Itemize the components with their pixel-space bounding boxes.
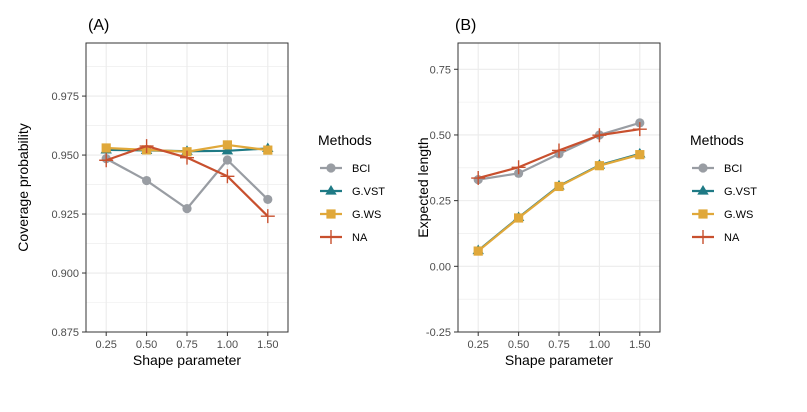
x-axis-title: Shape parameter <box>505 352 614 368</box>
legend-key-triangle <box>697 185 709 195</box>
y-tick-label: 0.975 <box>51 91 79 103</box>
x-tick-label: 0.25 <box>467 339 488 351</box>
y-tick-label: -0.25 <box>426 327 451 339</box>
data-point-square <box>473 246 483 256</box>
y-tick-label: 0.875 <box>51 327 79 339</box>
data-point-plus <box>511 160 526 175</box>
y-axis-title: Expected length <box>415 137 431 237</box>
x-tick-label: 0.75 <box>176 339 197 351</box>
legend-key-square <box>326 209 336 219</box>
y-tick-label: 0.00 <box>430 261 451 273</box>
data-point-plus <box>139 139 154 154</box>
data-point-plus <box>632 122 647 137</box>
panel-label: (A) <box>88 17 109 34</box>
panel-b: -0.25 0.00 0.25 0.50 0.75 0.25 0.50 0.75 1.00 1.5… <box>415 17 757 368</box>
legend-key-plus <box>324 230 338 244</box>
legend-key-circle <box>698 163 708 173</box>
legend-key-plus <box>696 230 710 244</box>
legend: Methods BCI G.VST G.WS NA <box>690 132 757 244</box>
data-point-square <box>101 143 111 153</box>
legend-label: NA <box>352 232 368 244</box>
data-point-circle <box>142 175 152 186</box>
data-point-square <box>263 145 273 155</box>
y-tick-label: 0.50 <box>430 130 451 142</box>
data-point-plus <box>180 150 194 165</box>
data-point-square <box>635 150 645 160</box>
y-axis-title: Coverage probability <box>15 123 31 251</box>
panel-label: (B) <box>455 17 476 34</box>
data-point-square <box>514 213 524 223</box>
x-axis-title: Shape parameter <box>133 352 242 368</box>
series-g-ws <box>473 150 645 256</box>
data-point-plus <box>471 171 486 186</box>
data-point-plus <box>99 153 114 168</box>
legend-key-triangle <box>325 185 337 195</box>
data-point-circle <box>182 204 192 214</box>
legend-label: G.WS <box>352 209 381 221</box>
x-tick-label: 1.00 <box>589 339 610 351</box>
legend: Methods BCI G.VST G.WS NA <box>318 132 385 244</box>
data-point-plus <box>552 143 566 158</box>
x-tick-label: 1.50 <box>629 339 650 351</box>
y-tick-label: 0.950 <box>51 150 79 162</box>
legend-label: G.VST <box>724 186 757 198</box>
legend-label: G.VST <box>352 186 385 198</box>
data-point-plus <box>220 169 235 184</box>
legend-title: Methods <box>690 132 744 148</box>
x-tick-label: 0.25 <box>95 339 116 351</box>
x-tick-label: 0.50 <box>136 339 157 351</box>
data-point-plus <box>592 128 607 143</box>
legend-key-circle <box>326 163 336 173</box>
y-tick-label: 0.75 <box>430 64 451 76</box>
x-tick-label: 1.50 <box>257 339 278 351</box>
x-tick-label: 1.00 <box>217 339 238 351</box>
data-point-square <box>222 140 232 150</box>
data-point-circle <box>263 194 273 205</box>
legend-label: BCI <box>352 163 370 175</box>
panel-a: 0.875 0.900 0.925 0.950 0.975 0.25 0.50 0.75 1.0… <box>15 17 385 368</box>
data-point-circle <box>222 155 232 165</box>
series-na <box>471 122 647 186</box>
data-point-triangle <box>221 144 234 155</box>
data-point-square <box>594 161 604 171</box>
legend-label: NA <box>724 232 740 244</box>
series-na <box>99 139 275 224</box>
x-tick-label: 0.50 <box>508 339 529 351</box>
x-tick-label: 0.75 <box>548 339 569 351</box>
legend-title: Methods <box>318 132 372 148</box>
y-tick-label: 0.925 <box>51 209 79 221</box>
data-point-plus <box>260 209 275 224</box>
y-tick-label: 0.900 <box>51 268 79 280</box>
data-point-square <box>554 181 564 192</box>
y-tick-label: 0.25 <box>430 196 451 208</box>
legend-label: G.WS <box>724 209 753 221</box>
legend-key-square <box>698 209 708 219</box>
legend-label: BCI <box>724 163 742 175</box>
